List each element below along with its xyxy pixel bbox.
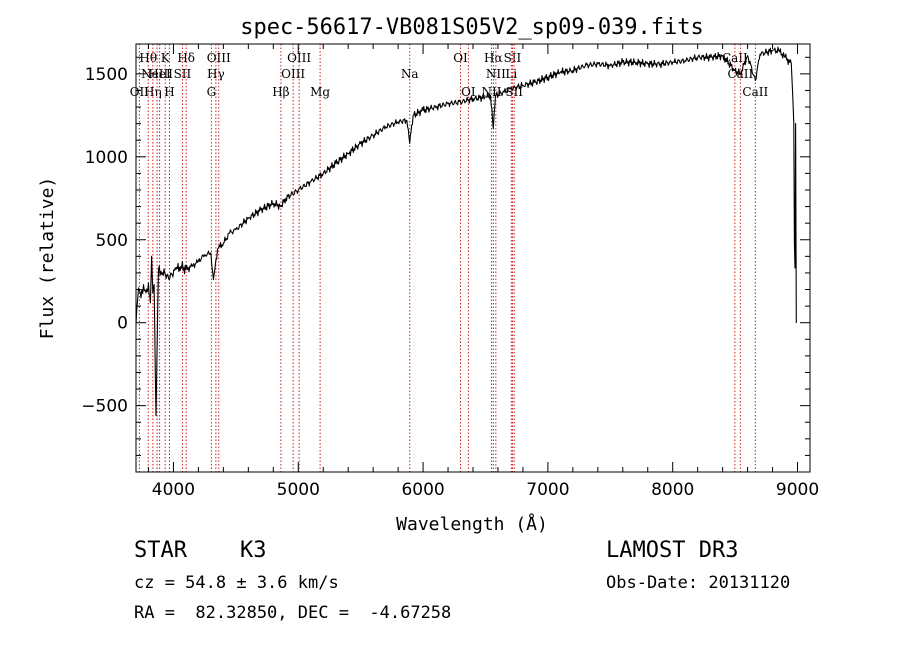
survey-name: LAMOST DR3 xyxy=(606,538,739,563)
line-label-5: K xyxy=(161,51,171,65)
line-label-8: Hδ xyxy=(177,51,195,65)
x-axis: 4000 5000 6000 7000 8000 9000 xyxy=(147,44,819,500)
line-label-10: Hγ xyxy=(207,67,225,81)
line-label-21: NII xyxy=(486,67,506,81)
y-tick-label--500: −500 xyxy=(81,397,128,417)
redshift-cz: cz = 54.8 ± 3.6 km/s xyxy=(134,573,339,593)
line-label-7: SII xyxy=(174,67,192,81)
chart-title: spec-56617-VB081S05V2_sp09-039.fits xyxy=(240,15,704,40)
x-tick-label-4000: 4000 xyxy=(152,480,195,500)
line-label-14: OIII xyxy=(287,51,311,65)
y-tick-label-1000: 1000 xyxy=(85,148,128,168)
x-tick-label-8000: 8000 xyxy=(651,480,694,500)
line-label-17: OI xyxy=(453,51,468,65)
line-label-23: SII xyxy=(504,51,522,65)
line-label-25: CaII xyxy=(722,51,748,65)
line-label-4: HeI xyxy=(148,67,171,81)
line-label-13: OIII xyxy=(281,67,305,81)
y-axis: −500 0 500 1000 1500 xyxy=(81,56,810,456)
y-tick-label-1500: 1500 xyxy=(85,65,128,85)
x-axis-label: Wavelength (Å) xyxy=(396,513,548,535)
line-label-19: NII xyxy=(481,85,501,99)
line-label-11: OIII xyxy=(207,51,231,65)
line-label-6: H xyxy=(164,85,174,99)
spectrum-series xyxy=(135,46,797,417)
x-tick-label-5000: 5000 xyxy=(277,480,320,500)
line-label-12: Hβ xyxy=(272,85,289,99)
x-tick-label-7000: 7000 xyxy=(526,480,569,500)
y-tick-label-500: 500 xyxy=(96,231,128,251)
x-tick-label-9000: 9000 xyxy=(776,480,819,500)
line-label-16: Na xyxy=(401,67,419,81)
line-label-9: G xyxy=(207,85,217,99)
line-label-22: Li xyxy=(505,67,517,81)
y-tick-label-0: 0 xyxy=(117,314,128,334)
object-class: STAR xyxy=(134,538,187,563)
coordinates-ra-dec: RA = 82.32850, DEC = -4.67258 xyxy=(134,603,452,623)
observation-date: Obs-Date: 20131120 xyxy=(606,573,791,593)
x-tick-label-6000: 6000 xyxy=(401,480,444,500)
line-label-18: OI xyxy=(461,85,476,99)
line-label-27: CaII xyxy=(742,85,768,99)
y-axis-label: Flux (relative) xyxy=(37,177,58,340)
spectral-line-markers: OIIHθHηNeIIIHeIKHSIIHδGHγOIIIHβOIIIOIIIM… xyxy=(130,44,768,472)
line-label-0: OII xyxy=(130,85,150,99)
line-label-3: NeIII xyxy=(141,67,173,81)
object-subclass: K3 xyxy=(240,538,267,563)
plot-frame xyxy=(135,43,811,473)
line-label-2: Hη xyxy=(144,85,162,99)
line-label-20: Hα xyxy=(484,51,503,65)
line-label-1: Hθ xyxy=(139,51,157,65)
spectrum-line-0 xyxy=(135,46,797,417)
line-label-15: Mg xyxy=(310,85,330,99)
